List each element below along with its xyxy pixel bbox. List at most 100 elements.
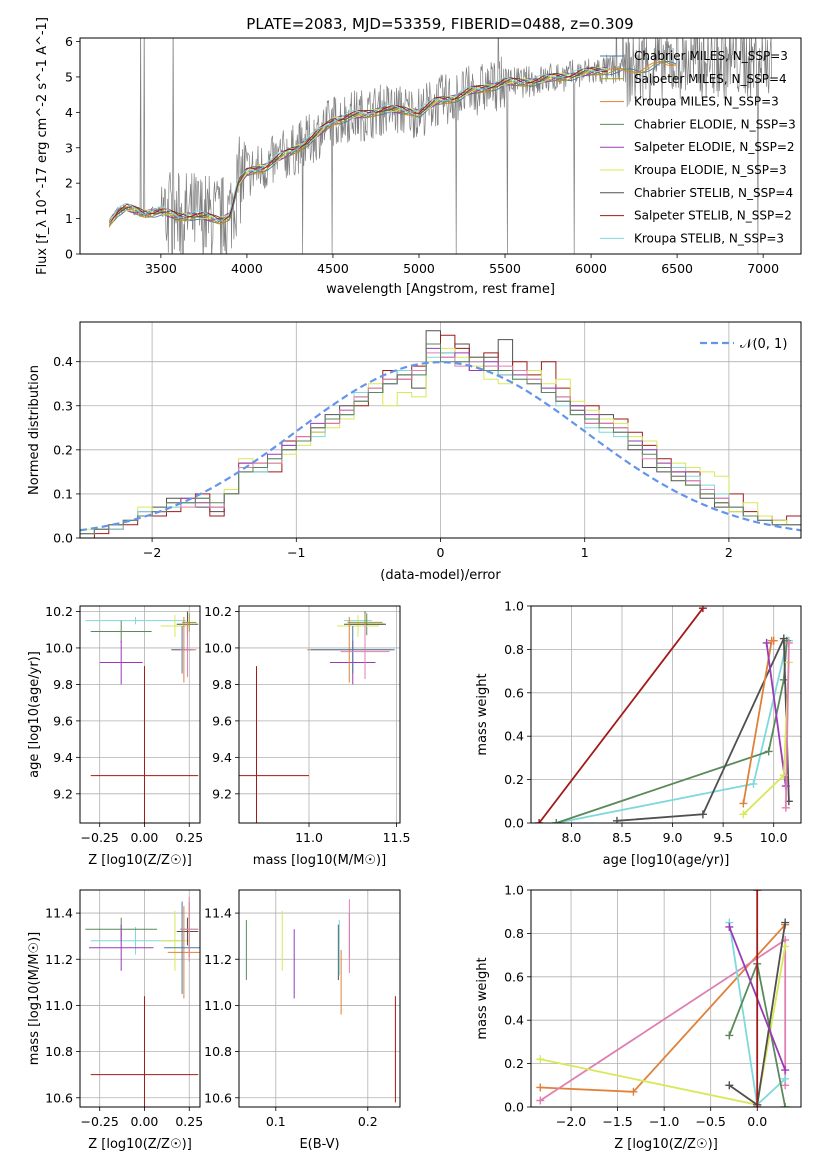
x-axis-label: Z [log10(Z/Z☉)] [614, 1137, 718, 1152]
y-tick-label: 10.2 [45, 604, 73, 619]
y-tick-label: 0.2 [504, 772, 524, 787]
weight-marker [781, 803, 790, 812]
panel-massweight-vs-Z: −2.0 −1.5 −1.0 −0.5 0.0 0.0 0.2 0.4 0.6 0.8 1.0 Z [… [475, 883, 802, 1152]
x-tick-label: 9.5 [713, 830, 733, 845]
y-tick-label: 2 [65, 176, 73, 191]
figure-title: PLATE=2083, MJD=53359, FIBERID=0488, z=0… [246, 15, 633, 33]
legend-label: Chabrier ELODIE, N_SSP=3 [634, 117, 796, 131]
weight-marker [781, 942, 790, 951]
plot-area [80, 890, 200, 1107]
x-tick-label: 11.5 [383, 830, 411, 845]
x-tick-label: −2.0 [556, 1114, 586, 1129]
y-tick-label: 10.2 [204, 604, 232, 619]
normal-curve [80, 360, 801, 532]
y-tick-label: 11.0 [45, 998, 73, 1013]
x-tick-label: 1 [581, 545, 589, 560]
weight-marker [535, 819, 544, 823]
x-tick-label: 0.25 [175, 1114, 203, 1129]
y-tick-label: 0.3 [53, 398, 73, 413]
y-tick-label: 10.0 [204, 640, 232, 655]
x-axis-label: E(B-V) [299, 1137, 339, 1152]
model-line-8 [108, 67, 608, 223]
y-tick-label: 1.0 [504, 599, 524, 614]
panel-massweight-vs-age: 8.0 8.5 9.0 9.5 10.0 0.0 0.2 0.4 0.6 0.8 1.0 age [l… [475, 599, 802, 868]
plot-area [531, 890, 801, 1107]
weight-marker [781, 1066, 790, 1075]
y-axis-label: age [log10(age/yr)] [27, 651, 42, 778]
x-tick-label: 4500 [317, 261, 349, 276]
legend-label: Chabrier MILES, N_SSP=3 [634, 49, 788, 63]
y-tick-label: 9.8 [53, 677, 73, 692]
legend-label: Salpeter ELODIE, N_SSP=2 [634, 140, 795, 154]
weight-line-2 [540, 946, 787, 1106]
x-axis-label: Z [log10(Z/Z☉)] [88, 853, 192, 868]
x-tick-label: 9.0 [663, 830, 683, 845]
panels: Chabrier MILES, N_SSP=3 Salpeter MILES, N… [27, 17, 802, 1152]
weight-line-7 [784, 642, 790, 808]
legend-label: Kroupa ELODIE, N_SSP=3 [634, 163, 787, 177]
weight-marker [764, 747, 773, 756]
legend: Chabrier MILES, N_SSP=3 Salpeter MILES, N… [600, 49, 796, 245]
panel-spectrum: Chabrier MILES, N_SSP=3 Salpeter MILES, N… [35, 17, 802, 297]
weight-marker [753, 890, 762, 894]
x-tick-label: 5000 [403, 261, 435, 276]
y-tick-label: 9.6 [212, 713, 232, 728]
y-tick-label: 10.8 [45, 1044, 73, 1059]
legend-label: Salpeter STELIB, N_SSP=2 [634, 209, 792, 223]
weight-marker [725, 1081, 734, 1090]
x-tick-label: 0 [437, 545, 445, 560]
y-tick-label: 0.2 [53, 442, 73, 457]
x-tick-label: −1 [287, 545, 305, 560]
y-tick-label: 0.0 [504, 816, 524, 831]
y-tick-label: 9.6 [53, 713, 73, 728]
weight-marker [629, 1087, 638, 1096]
y-tick-label: 11.0 [204, 998, 232, 1013]
weight-marker [536, 1096, 545, 1105]
axes-frame [530, 889, 802, 1108]
x-tick-label: 0.00 [131, 830, 159, 845]
y-tick-label: 1.0 [504, 883, 524, 898]
y-tick-label: 0.0 [504, 1100, 524, 1115]
weight-marker [536, 1083, 545, 1092]
weight-marker [779, 634, 788, 643]
legend-label: Salpeter MILES, N_SSP=4 [634, 72, 787, 86]
y-tick-label: 0.4 [504, 729, 524, 744]
weight-marker [779, 675, 788, 684]
plot-area [80, 606, 200, 823]
y-tick-label: 0.8 [504, 642, 524, 657]
x-tick-label: −1.0 [649, 1114, 679, 1129]
x-axis-label: wavelength [Angstrom, rest frame] [326, 282, 555, 297]
axes-frame [79, 605, 201, 824]
weight-marker [698, 810, 707, 819]
weight-marker [739, 810, 748, 819]
legend-label: Kroupa STELIB, N_SSP=3 [634, 231, 784, 245]
x-tick-label: 5500 [489, 261, 521, 276]
x-tick-label: 8.5 [612, 830, 632, 845]
legend-label: Chabrier STELIB, N_SSP=4 [634, 186, 793, 200]
axes-frame [238, 605, 401, 824]
weight-marker [753, 1103, 762, 1107]
x-tick-label: 0.2 [358, 1114, 378, 1129]
x-tick-label: −0.25 [81, 830, 119, 845]
y-tick-label: 11.2 [45, 952, 73, 967]
y-tick-label: 0.4 [504, 1013, 524, 1028]
x-tick-label: 7000 [747, 261, 779, 276]
y-tick-label: 5 [65, 69, 73, 84]
y-tick-label: 1 [65, 211, 73, 226]
y-tick-label: 10.6 [204, 1090, 232, 1105]
plot-area [108, 38, 773, 254]
y-tick-label: 4 [65, 105, 73, 120]
x-tick-label: 6500 [661, 261, 693, 276]
y-axis-label: mass weight [475, 673, 490, 755]
panel-mass-vs-ebv: 0.1 0.2 10.6 10.8 11.0 11.2 11.4 E(B-V) [204, 889, 401, 1152]
plot-area [239, 890, 400, 1107]
y-tick-label: 6 [65, 34, 73, 49]
y-axis-label: Normed distribution [27, 365, 42, 495]
y-tick-label: 0.2 [504, 1056, 524, 1071]
panel-residuals: 𝒩(0, 1) −2 −1 0 1 2 0.0 0.1 0.2 0.3 0.4 (data-model… [27, 321, 802, 583]
weight-marker [725, 1031, 734, 1040]
y-tick-label: 0.0 [53, 531, 73, 546]
axes-frame [238, 889, 401, 1108]
panel-age-vs-mass: 11.0 11.5 9.2 9.4 9.6 9.8 10.0 10.2 mass [log10(… [204, 604, 411, 868]
